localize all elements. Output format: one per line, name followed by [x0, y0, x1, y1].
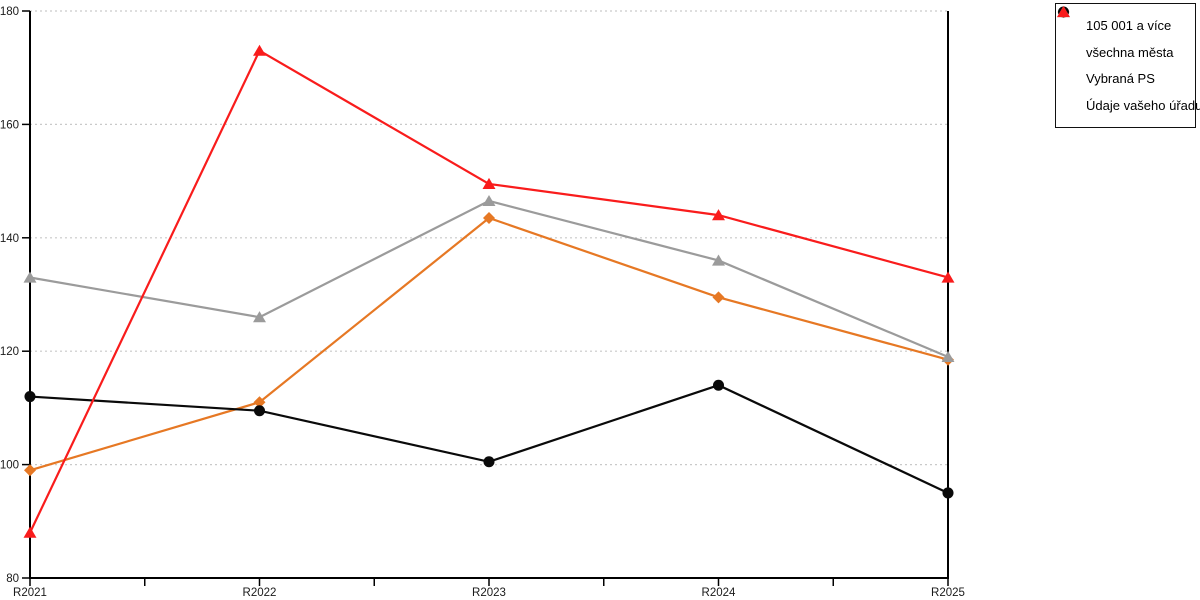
legend-marker-triangle-icon: [1057, 6, 1080, 113]
svg-text:R2025: R2025: [931, 587, 965, 599]
svg-text:80: 80: [6, 573, 19, 585]
svg-text:140: 140: [0, 233, 19, 245]
legend-label: Údaje vašeho úřadu: [1086, 98, 1200, 114]
legend-label: Vybraná PS: [1086, 71, 1155, 87]
svg-text:R2021: R2021: [13, 587, 47, 599]
svg-text:160: 160: [0, 119, 19, 131]
svg-text:R2023: R2023: [472, 587, 506, 599]
legend-item: 105 001 a více: [1057, 6, 1191, 33]
legend-item: Vybraná PS: [1057, 6, 1191, 87]
svg-text:R2022: R2022: [243, 587, 277, 599]
legend-marker-diamond-icon: [1057, 6, 1080, 33]
svg-text:100: 100: [0, 460, 19, 472]
svg-text:120: 120: [0, 346, 19, 358]
legend-label: všechna města: [1086, 44, 1174, 60]
legend-marker-circle-icon: [1057, 6, 1080, 60]
svg-text:180: 180: [0, 6, 19, 18]
legend-item: všechna města: [1057, 6, 1191, 60]
legend-box: 105 001 a více všechna města Vybraná PS …: [1055, 3, 1200, 128]
legend-label: 105 001 a více: [1086, 17, 1172, 33]
legend-item: Údaje vašeho úřadu: [1057, 6, 1200, 113]
svg-text:R2024: R2024: [702, 587, 736, 599]
legend-marker-triangle-icon: [1057, 6, 1080, 86]
